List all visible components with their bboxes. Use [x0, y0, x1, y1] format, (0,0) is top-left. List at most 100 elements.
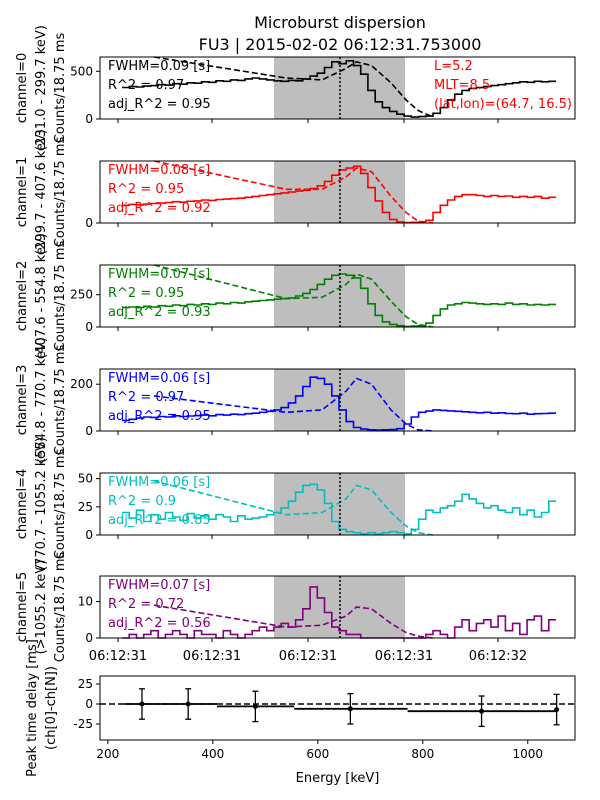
y-tick-label: 0 — [85, 424, 93, 438]
counts-series — [122, 273, 556, 328]
panel-channel-5: 0 10 FWHM=0.07 [s] R^2 = 0.72 adj_R^2 = 0.56… — [15, 552, 576, 663]
axes-frame — [99, 56, 576, 120]
location-annotation: L=5.2 — [434, 59, 473, 74]
fit-annotation: R^2 = 0.97 — [108, 78, 184, 93]
figure-title: Microburst dispersion — [254, 13, 426, 32]
fit-annotation: FWHM=0.09 [s] — [108, 59, 210, 74]
delay-point — [554, 707, 560, 713]
y-tick-label: 25 — [78, 500, 93, 514]
y-axis-label: Counts/18.75 ms — [53, 552, 68, 663]
panel-channel-1: 0 FWHM=0.08 [s] R^2 = 0.95 adj_R^2 = 0.92 ch… — [15, 129, 576, 255]
axes-frame — [99, 160, 576, 224]
fit-annotation: FWHM=0.06 [s] — [108, 371, 210, 386]
fit-annotation: adj_R^2 = 0.95 — [108, 97, 211, 112]
x-tick-label: 200 — [96, 747, 119, 761]
location-annotation: MLT=8.5 — [434, 78, 490, 93]
counts-series — [122, 165, 556, 224]
y-axis-label: channel=4 — [15, 469, 30, 540]
y-tick-label: 10 — [78, 595, 93, 609]
y-axis-label: (554.8 - 770.7 keV) — [34, 337, 49, 463]
fit-annotation: FWHM=0.07 [s] — [108, 267, 210, 282]
time-tick-label: 06:12:31 — [183, 649, 241, 664]
delay-point — [347, 706, 353, 712]
axes-frame — [99, 575, 576, 639]
time-tick-label: 06:12:31 — [375, 649, 433, 664]
fit-annotation: FWHM=0.06 [s] — [108, 475, 210, 490]
time-tick-label: 06:12:31 — [279, 649, 337, 664]
y-axis-label: (ch[0]-ch[N]) — [44, 666, 59, 750]
panel-channel-0: 0 500 FWHM=0.09 [s] R^2 = 0.97 adj_R^2 = 0.9… — [15, 25, 576, 151]
y-axis-label: (231.0 - 299.7 keV) — [34, 25, 49, 151]
fit-annotation: adj_R^2 = 0.95 — [108, 409, 211, 424]
y-axis-label: Counts/18.75 ms — [53, 345, 68, 456]
y-tick-label: 25 — [78, 677, 93, 691]
fit-annotation: FWHM=0.08 [s] — [108, 163, 210, 178]
panel-channel-3: 0 200 FWHM=0.06 [s] R^2 = 0.97 adj_R^2 = 0.9… — [15, 337, 576, 463]
y-axis-label: Counts/18.75 ms — [53, 241, 68, 352]
gaussian-fit — [153, 264, 434, 328]
gaussian-fit — [153, 604, 434, 639]
y-axis-label: channel=0 — [15, 53, 30, 124]
x-tick-label: 800 — [411, 747, 434, 761]
gaussian-fit — [153, 377, 434, 432]
y-tick-label: 500 — [70, 64, 93, 78]
figure-subtitle: FU3 | 2015-02-02 06:12:31.753000 — [199, 35, 482, 54]
fit-annotation: R^2 = 0.72 — [108, 597, 184, 612]
shaded-interval — [274, 57, 405, 119]
y-axis-label: channel=3 — [15, 365, 30, 436]
y-axis-label: Counts/18.75 ms — [53, 137, 68, 248]
y-tick-label: 0 — [85, 112, 93, 126]
time-tick-label: 06:12:32 — [469, 649, 527, 664]
y-axis-label: Counts/18.75 ms — [53, 449, 68, 560]
gaussian-fit — [153, 56, 434, 118]
y-axis-label: (>1055.2 keV) — [34, 560, 49, 655]
y-axis-label: (770.7 - 1055.2 keV) — [34, 437, 49, 571]
y-tick-label: 0 — [85, 631, 93, 645]
y-axis-label: Counts/18.75 ms — [53, 33, 68, 144]
x-axis-label: Energy [keV] — [296, 771, 380, 786]
axes-frame — [99, 472, 576, 536]
y-tick-label: -25 — [73, 717, 93, 731]
fit-annotation: adj_R^2 = 0.85 — [108, 513, 211, 528]
panel-channel-2: 0 250 FWHM=0.07 [s] R^2 = 0.95 adj_R^2 = 0.9… — [15, 233, 576, 359]
y-axis-label: channel=2 — [15, 261, 30, 332]
fit-annotation: adj_R^2 = 0.93 — [108, 305, 211, 320]
y-tick-label: 250 — [70, 288, 93, 302]
x-tick-label: 400 — [201, 747, 224, 761]
y-axis-label: channel=1 — [15, 157, 30, 228]
fit-annotation: FWHM=0.07 [s] — [108, 578, 210, 593]
delay-point — [252, 703, 258, 709]
fit-annotation: adj_R^2 = 0.56 — [108, 616, 211, 631]
axes-frame — [99, 675, 576, 741]
x-tick-label: 600 — [306, 747, 329, 761]
axes-frame — [99, 368, 576, 432]
time-tick-label: 06:12:31 — [89, 649, 147, 664]
y-axis-label: (299.7 - 407.6 keV) — [34, 129, 49, 255]
fit-annotation: R^2 = 0.97 — [108, 390, 184, 405]
delay-point — [139, 701, 145, 707]
counts-series — [122, 60, 556, 118]
y-tick-label: 0 — [85, 216, 93, 230]
y-axis-label: (407.6 - 554.8 keV) — [34, 233, 49, 359]
x-tick-label: 1000 — [512, 747, 543, 761]
y-tick-label: 0 — [85, 320, 93, 334]
delay-point — [185, 701, 191, 707]
y-tick-label: 50 — [78, 472, 93, 486]
y-tick-label: 0 — [85, 697, 93, 711]
fit-annotation: adj_R^2 = 0.92 — [108, 201, 211, 216]
y-tick-label: 0 — [85, 528, 93, 542]
y-axis-label: Peak time delay [ms] — [25, 639, 40, 777]
y-tick-label: 200 — [70, 377, 93, 391]
delay-point — [479, 708, 485, 714]
counts-series — [122, 376, 556, 431]
gaussian-fit — [153, 160, 434, 224]
panel-channel-4: 0 25 50 FWHM=0.06 [s] R^2 = 0.9 adj_R^2 = 0.8… — [15, 437, 576, 571]
fit-annotation: R^2 = 0.95 — [108, 286, 184, 301]
fit-annotation: R^2 = 0.9 — [108, 494, 176, 509]
axes-frame — [99, 264, 576, 328]
location-annotation: (lat,lon)=(64.7, 16.5) — [434, 97, 572, 112]
counts-series — [122, 483, 556, 535]
fit-annotation: R^2 = 0.95 — [108, 182, 184, 197]
